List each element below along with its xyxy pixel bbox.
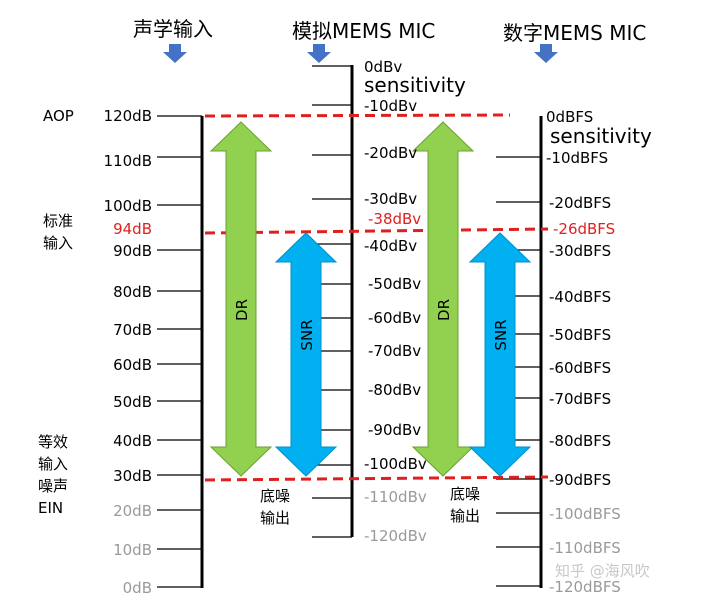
digital-tick-labels: 0dBFS sensitivity -10dBFS -20dBFS -26dBF… [546,108,652,596]
noise-floor-label-analog-line1: 底噪 [260,487,290,505]
tick-label-100db: 100dB [104,197,152,215]
snr-label-analog: SNR [298,319,316,350]
tick-label-minus30dbfs: -30dBFS [549,242,611,260]
ein-label-line4: EIN [38,499,63,517]
tick-label-minus50dbfs: -50dBFS [549,326,611,344]
tick-label-20db: 20dB [113,502,152,520]
tick-label-10db: 10dB [113,541,152,559]
aop-dashed-line [204,113,511,118]
tick-label-70db: 70dB [113,321,152,339]
acoustic-down-arrow-icon [163,44,187,63]
noise-floor-label-digital-line2: 输出 [450,507,480,525]
tick-label-minus80dbv: -80dBv [368,381,421,399]
tick-label-minus120dbv: -120dBv [364,527,427,545]
tick-label-40db: 40dB [113,432,152,450]
tick-label-0db: 0dB [123,579,152,597]
tick-label-minus90dbv: -90dBv [368,421,421,439]
analog-down-arrow-icon [307,44,331,63]
aop-label: AOP [43,107,74,125]
snr-label-digital: SNR [492,319,510,350]
tick-label-minus20dbv: -20dBv [364,144,417,162]
header-analog-mems-mic: 模拟MEMS MIC [292,19,435,43]
tick-label-minus110dbv: -110dBv [364,488,427,506]
tick-label-94db: 94dB [113,220,152,238]
watermark: 知乎 @海风吹 [555,562,650,580]
ein-label-line2: 输入 [38,455,68,473]
dr-label-digital: DR [435,299,453,321]
tick-label-0dbfs: 0dBFS [546,108,593,126]
digital-down-arrow-icon [534,44,558,63]
snr-arrow-analog [274,232,338,477]
tick-label-minus110dbfs: -110dBFS [549,539,621,557]
tick-label-minus120dbfs: -120dBFS [549,578,621,596]
tick-label-minus10dbfs: -10dBFS [546,149,608,167]
acoustic-tick-marks [157,115,202,588]
dr-label-analog: DR [233,299,251,321]
dr-arrow-analog [209,121,273,477]
tick-label-30db: 30dB [113,467,152,485]
tick-label-60db: 60dB [113,356,152,374]
tick-label-110db: 110dB [104,152,152,170]
tick-label-minus40dbv: -40dBv [364,237,417,255]
ein-label-line1: 等效 [38,433,68,451]
standard-input-label-line1: 标准 [43,212,73,230]
acoustic-tick-labels: 120dB 110dB 100dB 94dB 90dB 80dB 70dB 60… [104,107,152,597]
dr-arrow-digital [411,121,475,477]
analog-tick-marks [312,65,352,538]
tick-label-80db: 80dB [113,283,152,301]
tick-label-minus80dbfs: -80dBFS [549,432,611,450]
tick-label-minus100dbfs: -100dBFS [549,505,621,523]
sensitivity-label-analog: sensitivity [364,73,466,97]
header-acoustic-input: 声学输入 [133,17,213,41]
tick-label-minus50dbv: -50dBv [368,275,421,293]
digital-tick-marks [496,156,541,587]
ein-label-line3: 噪声 [38,477,68,495]
tick-label-minus70dbfs: -70dBFS [549,390,611,408]
tick-label-minus20dbfs: -20dBFS [549,194,611,212]
tick-label-minus70dbv: -70dBv [368,342,421,360]
tick-label-minus40dbfs: -40dBFS [549,288,611,306]
tick-label-minus100dbv: -100dBv [364,455,427,473]
tick-label-minus26dbfs: -26dBFS [553,220,615,238]
ein-dashed-line [204,475,549,482]
standard-input-dashed-line [204,227,549,235]
standard-input-label-line2: 输入 [43,234,73,252]
noise-floor-label-digital-line1: 底噪 [450,485,480,503]
tick-label-minus30dbv: -30dBv [364,190,417,208]
tick-label-minus10dbv: -10dBv [364,97,417,115]
noise-floor-label-analog-line2: 输出 [260,509,290,527]
header-digital-mems-mic: 数字MEMS MIC [503,21,646,45]
tick-label-0dbv: 0dBv [364,58,402,76]
tick-label-minus60dbv: -60dBv [368,309,421,327]
tick-label-90db: 90dB [113,242,152,260]
tick-label-minus90dbfs: -90dBFS [549,471,611,489]
tick-label-minus38dbv: -38dBv [368,210,421,228]
analog-tick-labels: 0dBv sensitivity -10dBv -20dBv -30dBv -3… [364,58,466,545]
tick-label-120db: 120dB [104,107,152,125]
tick-label-minus60dbfs: -60dBFS [549,359,611,377]
sensitivity-label-digital: sensitivity [550,124,652,148]
snr-arrow-digital [468,232,532,477]
tick-label-50db: 50dB [113,393,152,411]
